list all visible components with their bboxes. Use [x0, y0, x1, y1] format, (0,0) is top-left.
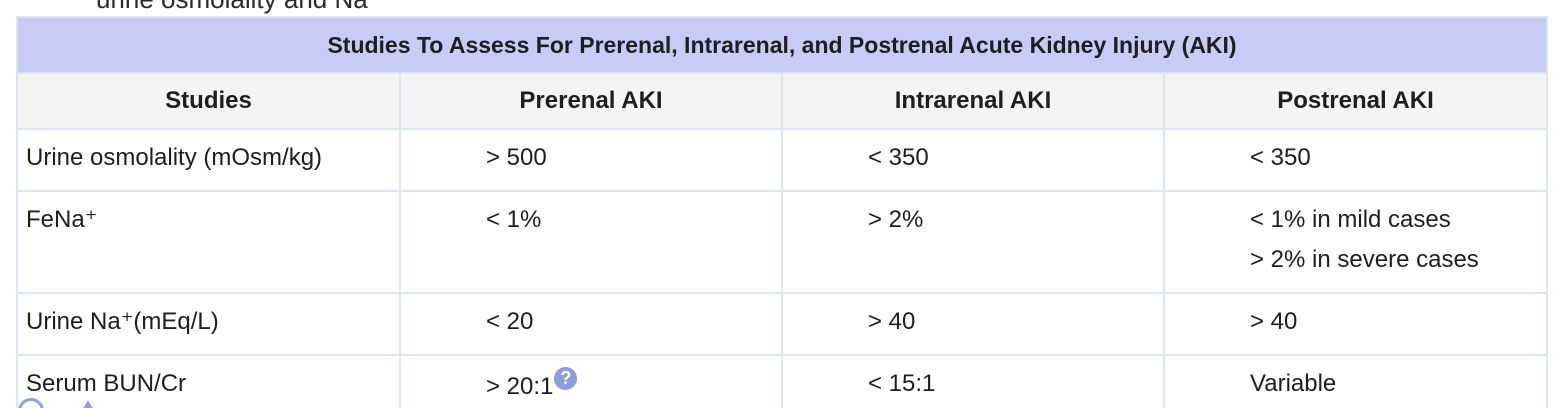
intrarenal-cell: > 2% — [781, 190, 1165, 294]
header-intrarenal: Intrarenal AKI — [781, 72, 1165, 130]
postrenal-line: < 1% in mild cases — [1250, 206, 1451, 233]
table-row: FeNa⁺ < 1% > 2% < 1% in mild cases > 2% … — [16, 190, 1549, 294]
circle-icon[interactable] — [18, 398, 44, 408]
postrenal-line: Variable — [1250, 370, 1337, 397]
prerenal-cell: > 20:1? — [399, 354, 783, 408]
aki-studies-table-container: Studies To Assess For Prerenal, Intraren… — [15, 16, 1549, 408]
intrarenal-cell: < 15:1 — [781, 354, 1165, 408]
bottom-toolbar — [18, 396, 138, 408]
study-cell: FeNa⁺ — [16, 190, 401, 294]
study-cell: Serum BUN/Cr — [16, 354, 401, 408]
prerenal-cell: > 500 — [399, 128, 783, 192]
postrenal-line: < 350 — [1250, 144, 1311, 171]
table-row: Urine Na⁺(mEq/L) < 20 > 40 > 40 — [16, 292, 1549, 356]
table-title: Studies To Assess For Prerenal, Intraren… — [15, 16, 1549, 74]
study-cell: Urine Na⁺(mEq/L) — [16, 292, 401, 356]
postrenal-line: > 40 — [1250, 308, 1298, 335]
postrenal-cell: > 40 — [1162, 292, 1549, 356]
table-header-row: Studies Prerenal AKI Intrarenal AKI Post… — [16, 72, 1549, 130]
prerenal-value: > 20:1 — [486, 373, 554, 400]
table-row: Serum BUN/Cr > 20:1? < 15:1 Variable — [16, 354, 1549, 408]
postrenal-cell: Variable — [1162, 354, 1549, 408]
header-studies: Studies — [16, 72, 401, 130]
study-cell: Urine osmolality (mOsm/kg) — [16, 128, 401, 192]
intrarenal-cell: < 350 — [781, 128, 1165, 192]
intrarenal-cell: > 40 — [781, 292, 1165, 356]
postrenal-cell: < 350 — [1162, 128, 1549, 192]
header-postrenal: Postrenal AKI — [1162, 72, 1549, 130]
prerenal-cell: < 1% — [399, 190, 783, 294]
table-title-row: Studies To Assess For Prerenal, Intraren… — [15, 16, 1549, 74]
table-row: Urine osmolality (mOsm/kg) > 500 < 350 <… — [16, 128, 1549, 192]
prerenal-cell: < 20 — [399, 292, 783, 356]
header-prerenal: Prerenal AKI — [399, 72, 783, 130]
postrenal-line: > 2% in severe cases — [1250, 246, 1479, 273]
preceding-text-fragment: urine osmolality and Na⁺ — [96, 0, 381, 15]
triangle-icon[interactable] — [76, 400, 100, 408]
postrenal-cell: < 1% in mild cases > 2% in severe cases — [1162, 190, 1549, 294]
aki-studies-table: Studies To Assess For Prerenal, Intraren… — [15, 16, 1549, 408]
question-circle-icon[interactable]: ? — [554, 367, 578, 390]
